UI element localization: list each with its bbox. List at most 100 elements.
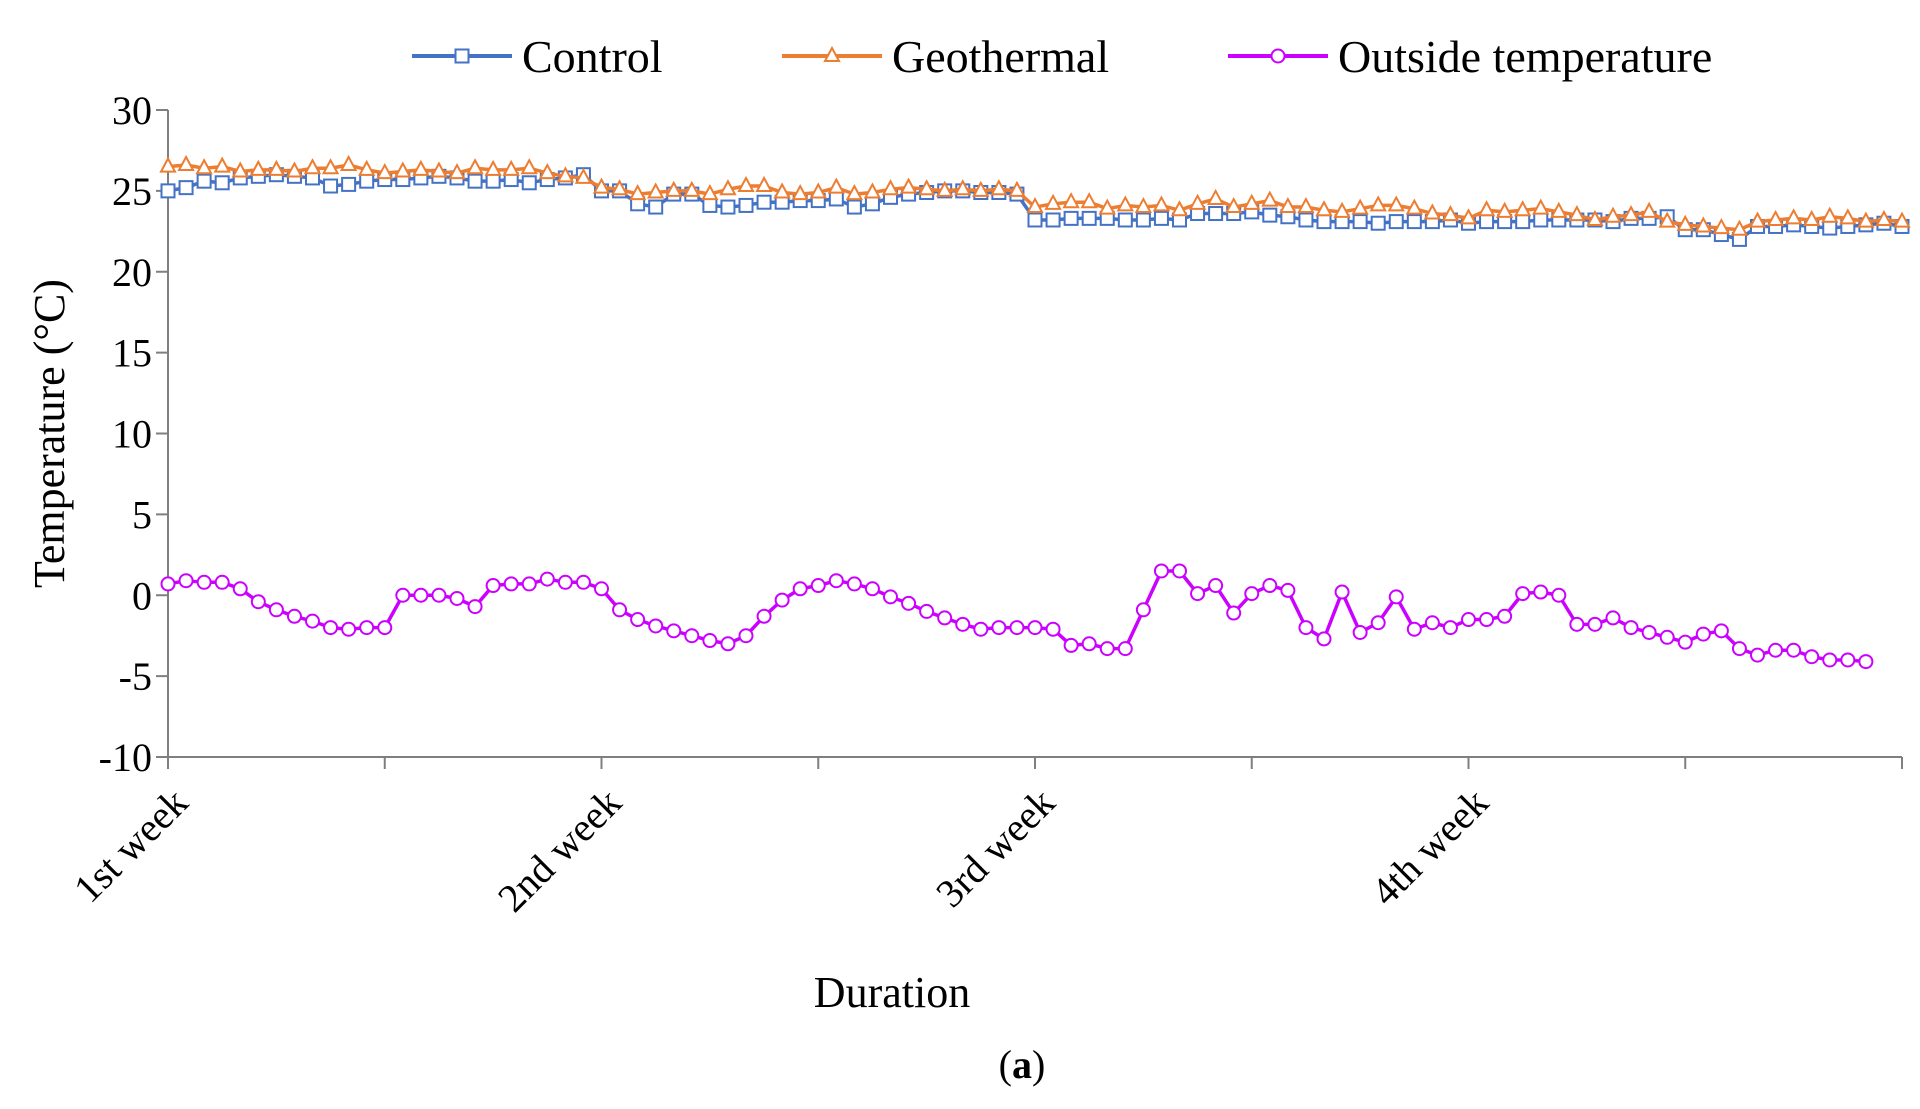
data-point-triangle (466, 158, 484, 175)
data-point-square (521, 175, 537, 191)
data-point-triangle (1676, 214, 1694, 231)
data-point-circle (1551, 587, 1567, 603)
data-point-triangle (502, 159, 520, 176)
data-point-circle (702, 633, 718, 649)
data-point-triangle (773, 182, 791, 199)
data-point-triangle (628, 184, 647, 201)
series-outside-temperature (160, 563, 1874, 670)
data-point-circle (214, 574, 230, 590)
data-point-triangle (556, 166, 575, 183)
data-point-square (702, 197, 718, 213)
data-point-triangle (1315, 200, 1333, 217)
y-tick-label: -5 (119, 654, 152, 699)
data-point-circle (1858, 654, 1874, 670)
data-point-triangle (358, 159, 376, 176)
data-point-triangle (1640, 201, 1658, 218)
data-point-circle (1822, 652, 1838, 668)
data-point-circle (323, 620, 339, 636)
data-point-triangle (954, 179, 972, 196)
data-point-triangle (592, 177, 611, 194)
caption-close: ) (1032, 1042, 1045, 1087)
data-point-triangle (1658, 211, 1676, 228)
data-point-triangle (1766, 209, 1785, 226)
x-axis-title: Duration (814, 968, 970, 1017)
data-point-square (720, 199, 736, 215)
data-point-triangle (1369, 195, 1387, 212)
data-point-triangle (1532, 198, 1550, 215)
data-point-circle (1768, 642, 1784, 658)
data-point-triangle (1622, 205, 1640, 222)
data-point-triangle (394, 161, 412, 178)
data-point-circle (1063, 637, 1079, 653)
data-point-circle (1117, 641, 1133, 657)
data-point-triangle (1459, 208, 1478, 225)
data-point-circle (268, 602, 284, 618)
x-category-label: 2nd week (489, 780, 630, 921)
data-point-circle (1731, 641, 1747, 657)
data-point-triangle (1405, 198, 1423, 215)
data-point-triangle (1803, 209, 1821, 226)
legend-label: Control (522, 31, 663, 82)
data-point-triangle (845, 184, 864, 201)
data-point-triangle (1243, 193, 1261, 210)
legend-item: Control (412, 31, 663, 82)
data-point-circle (630, 612, 646, 628)
data-point-circle (684, 628, 700, 644)
data-point-circle (1298, 620, 1314, 636)
data-point-circle (1388, 589, 1404, 605)
data-point-circle (449, 590, 465, 606)
data-point-square (846, 199, 862, 215)
data-point-square (1406, 214, 1422, 230)
data-point-circle (1569, 616, 1585, 632)
data-point-triangle (1568, 205, 1586, 222)
data-point-triangle (809, 182, 827, 199)
data-point-circle (810, 578, 826, 594)
data-point-triangle (1550, 201, 1568, 218)
data-point-circle (1370, 615, 1386, 631)
data-point-triangle (899, 177, 918, 194)
data-point-square (1316, 214, 1332, 230)
data-point-circle (1623, 620, 1639, 636)
data-point-triangle (177, 154, 195, 171)
data-point-triangle (195, 158, 213, 175)
data-point-triangle (1514, 200, 1532, 217)
data-point-triangle (1225, 196, 1243, 214)
data-point-triangle (719, 179, 737, 196)
data-point-circle (1605, 610, 1621, 626)
legend-label: Outside temperature (1338, 31, 1712, 82)
data-point-triangle (285, 161, 304, 178)
data-point-triangle (484, 159, 502, 176)
data-point-triangle (1351, 198, 1369, 215)
data-point-circle (846, 576, 862, 592)
data-point-triangle (1586, 209, 1604, 226)
data-point-triangle (936, 180, 954, 197)
data-point-circle (178, 573, 194, 589)
x-category-labels: 1st week 2nd week 3rd week 4th week (65, 780, 1497, 921)
data-point-triangle (213, 156, 231, 173)
data-point-triangle (1423, 203, 1442, 220)
data-point-circle (1677, 634, 1693, 650)
data-point-circle (1009, 620, 1025, 636)
data-point-circle (1190, 586, 1206, 602)
data-point-triangle (249, 159, 267, 176)
data-point-triangle (1044, 193, 1062, 210)
data-point-circle (160, 576, 176, 592)
data-point-triangle (1839, 208, 1857, 225)
data-point-circle (756, 608, 772, 624)
data-point-triangle (791, 184, 809, 201)
data-point-triangle (610, 179, 629, 196)
data-point-triangle (647, 182, 665, 199)
data-point-triangle (972, 180, 990, 197)
data-point-triangle (303, 158, 322, 175)
data-point-square (1135, 212, 1151, 228)
data-point-circle (413, 587, 429, 603)
data-point-triangle (376, 162, 394, 180)
data-point-circle (1497, 608, 1513, 624)
data-point-circle (1713, 623, 1729, 639)
data-point-circle (377, 620, 393, 636)
data-point-triangle (1026, 196, 1044, 214)
data-point-circle (467, 599, 483, 615)
data-point-circle (1641, 624, 1657, 640)
